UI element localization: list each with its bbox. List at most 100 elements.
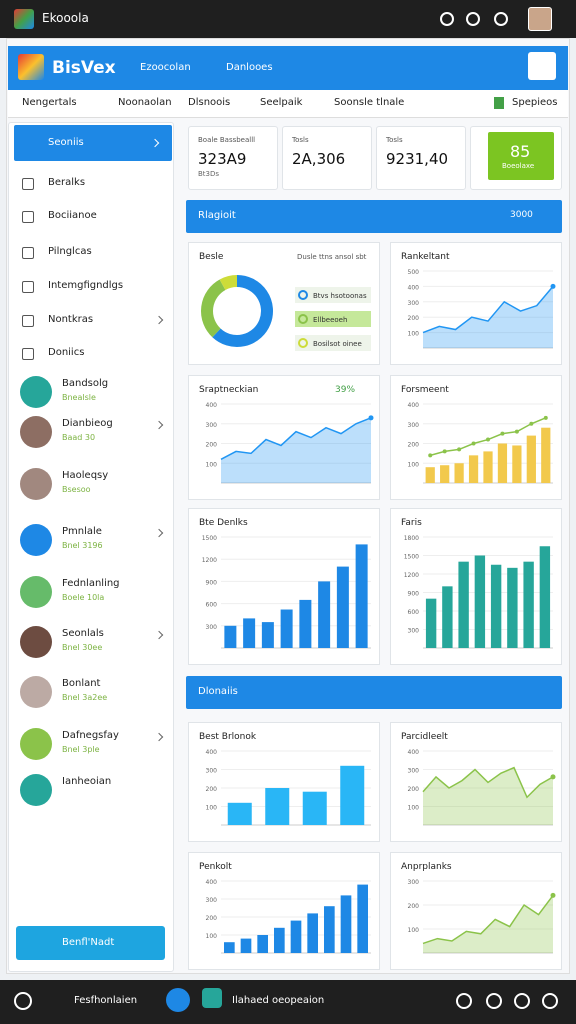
status-icon xyxy=(466,12,480,26)
avatar xyxy=(528,7,552,31)
person-name: Dianbieog xyxy=(62,418,113,429)
person-sub: Bsesoo xyxy=(62,485,91,494)
bar xyxy=(454,463,464,483)
bar xyxy=(458,561,469,648)
y-tick-label: 400 xyxy=(408,402,420,409)
sidebar-icon xyxy=(22,281,34,293)
panel-subtitle: Dusle ttns ansol sbt xyxy=(297,253,367,261)
person-name: Ianheoian xyxy=(62,776,112,787)
bottom-bar xyxy=(0,980,576,1024)
y-tick-label: 400 xyxy=(206,402,218,409)
panel-title: Sraptneckian xyxy=(199,385,258,395)
bar xyxy=(425,598,437,648)
y-tick-label: 1200 xyxy=(404,572,419,579)
person-sub: Bnel 3ple xyxy=(62,745,100,754)
panel: Parcidleelt 100 200 300 400 xyxy=(390,722,562,842)
y-tick-label: 500 xyxy=(408,269,420,276)
area-fill xyxy=(423,767,553,825)
nav-item: Nengertals xyxy=(22,97,77,108)
y-tick-label: 900 xyxy=(206,579,218,586)
nav-bar xyxy=(8,90,568,118)
legend-label: Ellbeeoeh xyxy=(313,316,347,324)
y-tick-label: 100 xyxy=(408,927,420,934)
y-tick-label: 200 xyxy=(206,442,218,449)
sidebar-item: Beralks xyxy=(48,177,86,188)
bar xyxy=(290,920,302,953)
app-icon xyxy=(14,9,34,29)
line xyxy=(422,285,554,334)
bar xyxy=(340,895,352,953)
person-name: Pmnlale xyxy=(62,526,102,537)
stat-value: 85 xyxy=(510,142,531,161)
section-action: 3000 xyxy=(510,210,533,220)
sidebar-avatar xyxy=(20,676,52,708)
bar xyxy=(483,451,493,483)
bar xyxy=(526,435,536,483)
bar xyxy=(318,581,331,648)
person-name: Seonlals xyxy=(62,628,104,639)
legend-swatch xyxy=(298,314,308,324)
legend-row xyxy=(295,335,371,351)
donut-segment xyxy=(212,275,273,347)
bar xyxy=(442,586,453,648)
end-point xyxy=(550,283,556,289)
sidebar-button xyxy=(16,926,165,960)
header-tab: Danlooes xyxy=(226,62,273,73)
y-tick-label: 600 xyxy=(408,609,420,616)
panel-title: Anprplanks xyxy=(401,862,452,872)
panel-title: Bte Denlks xyxy=(199,518,248,528)
sidebar-avatar xyxy=(20,376,52,408)
bar xyxy=(224,942,235,953)
person-sub: Boele 10la xyxy=(62,593,105,602)
y-tick-label: 1800 xyxy=(404,535,419,542)
y-tick-label: 300 xyxy=(206,897,218,904)
y-tick-label: 400 xyxy=(408,284,420,291)
y-tick-label: 300 xyxy=(408,879,420,886)
bar xyxy=(523,561,534,648)
y-tick-label: 400 xyxy=(408,749,420,756)
sidebar-item: Pilnglcas xyxy=(48,246,92,257)
nav-item: Soonsle tlnale xyxy=(334,97,405,108)
y-tick-label: 1500 xyxy=(404,554,419,561)
y-tick-label: 100 xyxy=(206,461,218,468)
sidebar-avatar xyxy=(20,576,52,608)
panel-title: Best Brlonok xyxy=(199,732,257,742)
person-sub: Bnel 3196 xyxy=(62,541,103,550)
sidebar-item: Doniics xyxy=(48,347,85,358)
sidebar-icon xyxy=(22,315,34,327)
header-tab: Ezoocolan xyxy=(140,62,191,73)
line-point xyxy=(457,447,462,452)
panel: Sraptneckian 39% 100 200 300 400 xyxy=(188,375,380,500)
footer-icon xyxy=(542,993,558,1009)
person-name: Dafnegsfay xyxy=(62,730,119,741)
panel: Penkolt 100 200 300 400 xyxy=(188,852,380,970)
sidebar-active-label: Seoniis xyxy=(48,137,84,148)
panel-badge: 39% xyxy=(335,385,355,395)
line xyxy=(422,894,554,945)
stat-card xyxy=(282,126,372,190)
legend-label: Btvs hsotoonas xyxy=(313,292,367,300)
end-point xyxy=(368,415,374,421)
bar xyxy=(541,427,551,483)
sidebar-avatar xyxy=(20,626,52,658)
y-tick-label: 100 xyxy=(206,933,218,940)
area-fill xyxy=(423,895,553,953)
stat-label: Boale Bassbealll xyxy=(198,136,256,144)
nav-item: Noonaolan xyxy=(118,97,172,108)
line-point xyxy=(543,415,548,420)
panel-title: Faris xyxy=(401,518,422,528)
bar xyxy=(539,546,551,648)
sidebar-item: Bociianoe xyxy=(48,210,97,221)
y-tick-label: 300 xyxy=(206,768,218,775)
nav-action: Spepieos xyxy=(512,97,558,108)
y-tick-label: 100 xyxy=(408,461,420,468)
line-point xyxy=(442,449,447,454)
footer-icon xyxy=(14,992,32,1010)
legend-label: Bosilsot oinee xyxy=(313,340,362,348)
sidebar-button-label: Benfl'Nadt xyxy=(62,937,115,948)
nav-action-icon xyxy=(494,97,504,109)
section-title: Dlonaiis xyxy=(198,686,238,697)
bar xyxy=(474,555,486,648)
donut-segment xyxy=(219,275,238,291)
bar xyxy=(357,884,368,953)
